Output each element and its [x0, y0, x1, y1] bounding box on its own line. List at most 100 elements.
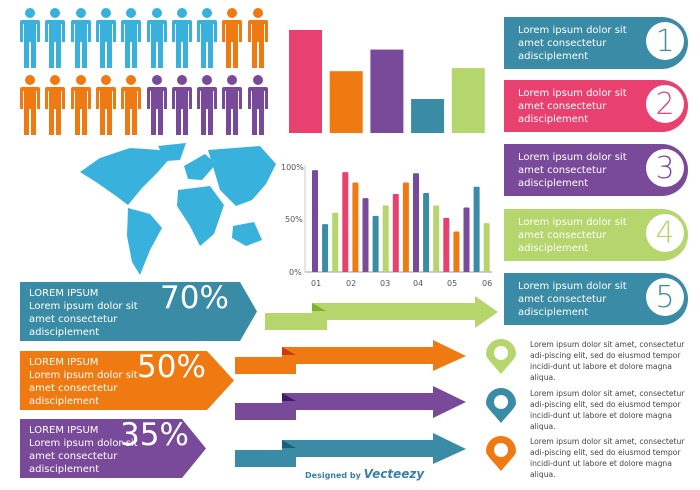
- percent-value: 70%: [160, 280, 229, 316]
- person-icon: [146, 75, 167, 137]
- chart-bar: [362, 198, 369, 272]
- person-icon: [121, 8, 142, 70]
- number-badge: 2: [646, 85, 684, 123]
- x-tick: 05: [447, 279, 457, 288]
- map-greenland: [158, 143, 186, 161]
- chart-bar: [433, 205, 440, 272]
- person-icon: [20, 75, 40, 137]
- top-bar: [451, 68, 485, 133]
- person-icon: [247, 75, 268, 137]
- chart-bar: [483, 223, 490, 272]
- person-icon: [247, 8, 268, 70]
- numbered-item-text: Lorem ipsum dolor sit amet consectetur a…: [518, 217, 627, 254]
- top-bar: [329, 71, 363, 133]
- numbered-item-text: Lorem ipsum dolor sit amet consectetur a…: [518, 152, 627, 189]
- map-pin-hole: [494, 395, 508, 409]
- chart-bar: [413, 173, 419, 272]
- arrow-teal: [235, 433, 466, 467]
- numbered-item-4: Lorem ipsum dolor sit amet consectetur a…: [504, 209, 688, 261]
- arrows: [235, 296, 498, 467]
- percent-box-heading: LOREM IPSUM: [29, 288, 99, 299]
- world-map: [80, 143, 276, 275]
- numbered-item-3: Lorem ipsum dolor sit amet consectetur a…: [504, 144, 688, 196]
- arrow-purple: [235, 386, 466, 420]
- x-tick: 03: [380, 279, 390, 288]
- pin-description: Lorem ipsum dolor sit amet, consectetur …: [530, 340, 685, 382]
- chart-bar: [423, 192, 430, 272]
- person-icon: [222, 75, 243, 137]
- pin-description: Lorem ipsum dolor sit amet, consectetur …: [530, 437, 685, 479]
- person-icon: [197, 8, 218, 70]
- person-icon: [45, 8, 66, 70]
- person-icon: [197, 75, 218, 137]
- person-icon: [95, 75, 116, 137]
- percent-box: LOREM IPSUM Lorem ipsum dolor sit amet co…: [20, 351, 234, 410]
- map-europe: [184, 154, 216, 180]
- grouped-bar-chart: 100% 50% 0% 01 02 03 04 05 06: [281, 163, 492, 288]
- top-bar: [370, 49, 404, 133]
- top-bar: [411, 99, 445, 133]
- map-australia: [232, 222, 262, 246]
- map-south-america: [127, 208, 162, 275]
- percent-value: 50%: [137, 349, 206, 385]
- map-pin-hole: [494, 346, 508, 360]
- person-icon: [171, 8, 192, 70]
- x-tick: 04: [413, 279, 423, 288]
- person-icon: [70, 8, 91, 70]
- percent-box: LOREM IPSUM Lorem ipsum dolor sit amet co…: [20, 419, 206, 478]
- credit: Designed by Vecteezy: [305, 467, 424, 481]
- y-tick: 0%: [289, 268, 302, 277]
- top-bar-chart: [289, 30, 485, 133]
- numbered-item-text: Lorem ipsum dolor sit amet consectetur a…: [518, 25, 627, 62]
- person-icon: [70, 75, 91, 137]
- chart-bar: [312, 170, 318, 272]
- chart-bar: [382, 205, 389, 272]
- person-icon: [20, 8, 40, 70]
- chart-bar: [463, 207, 470, 272]
- percent-box-heading: LOREM IPSUM: [29, 425, 99, 436]
- x-tick: 06: [482, 279, 492, 288]
- chart-bar: [372, 215, 379, 272]
- person-icon: [146, 8, 167, 70]
- y-tick: 50%: [285, 215, 303, 224]
- arrow-green: [265, 296, 498, 330]
- person-icon: [222, 8, 243, 70]
- chart-bar: [453, 231, 460, 272]
- number-badge: 3: [646, 149, 684, 187]
- chart-bar: [352, 182, 359, 272]
- x-tick: 02: [346, 279, 356, 288]
- percent-box-text: Lorem ipsum dolor sit amet consectetur a…: [29, 438, 138, 475]
- credit-prefix: Designed by: [305, 471, 361, 480]
- y-tick: 100%: [281, 163, 304, 172]
- x-tick: 01: [311, 279, 321, 288]
- map-north-america: [80, 148, 170, 205]
- chart-bar: [342, 172, 349, 272]
- percent-box-text: Lorem ipsum dolor sit amet consectetur a…: [29, 370, 138, 407]
- chart-bar: [443, 217, 450, 272]
- top-bar: [289, 30, 322, 133]
- person-icon: [95, 8, 116, 70]
- chart-bar: [322, 224, 329, 272]
- numbered-item-1: Lorem ipsum dolor sit amet consectetur a…: [504, 17, 688, 69]
- percent-box-heading: LOREM IPSUM: [29, 357, 99, 368]
- percent-value: 35%: [120, 417, 189, 453]
- numbered-item-text: Lorem ipsum dolor sit amet consectetur a…: [518, 281, 627, 318]
- numbered-item-5: Lorem ipsum dolor sit amet consectetur a…: [504, 273, 688, 325]
- chart-bar: [402, 182, 409, 272]
- number-badge: 4: [646, 214, 684, 252]
- number-badge: 5: [646, 278, 684, 316]
- arrow-orange: [235, 340, 466, 374]
- credit-brand[interactable]: Vecteezy: [363, 467, 425, 481]
- chart-bar: [392, 194, 399, 272]
- person-icon: [45, 75, 66, 137]
- numbered-item-2: Lorem ipsum dolor sit amet consectetur a…: [504, 80, 688, 132]
- numbered-item-text: Lorem ipsum dolor sit amet consectetur a…: [518, 88, 627, 125]
- map-pin-hole: [494, 443, 508, 457]
- chart-bar: [473, 186, 480, 272]
- map-asia: [208, 146, 276, 206]
- pin-description: Lorem ipsum dolor sit amet, consectetur …: [530, 389, 685, 431]
- person-icon: [121, 75, 142, 137]
- map-africa: [177, 186, 224, 246]
- number-badge: 1: [646, 22, 684, 60]
